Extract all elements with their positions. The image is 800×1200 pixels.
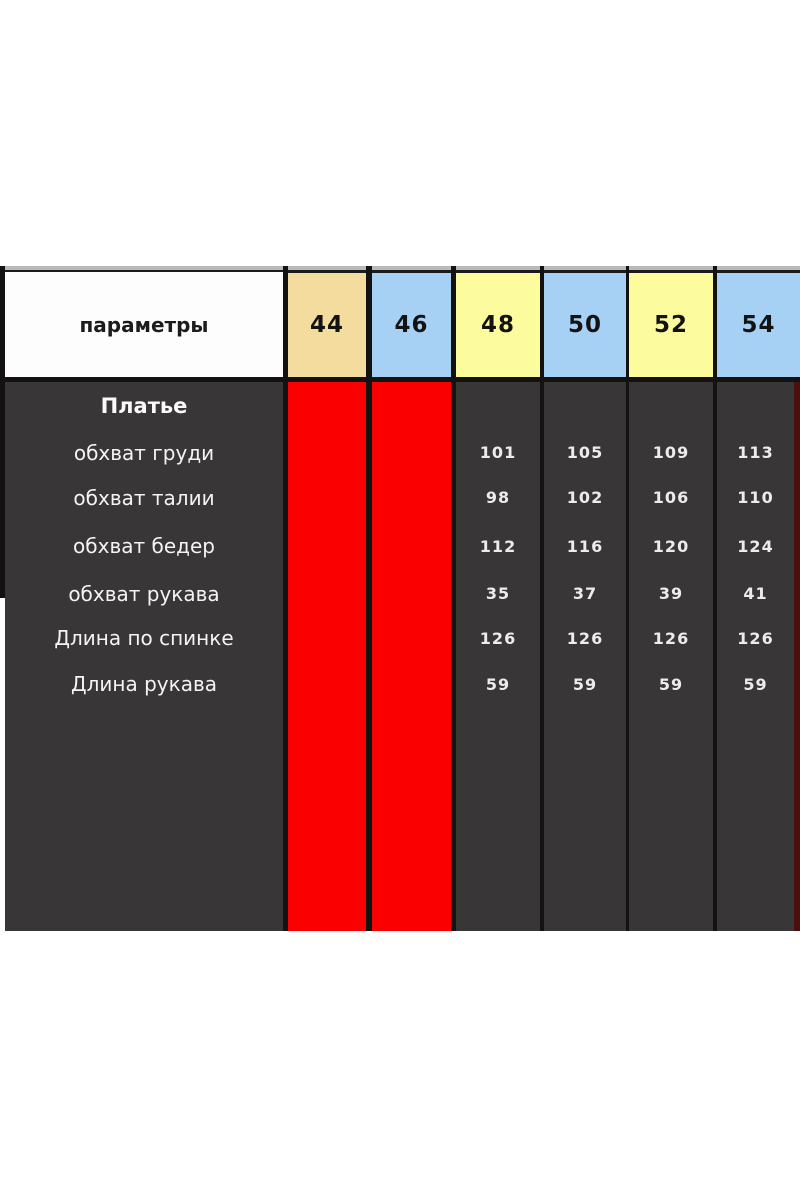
size-52-column-bg [629,382,713,931]
size-46-unavailable-fill [372,382,451,931]
row-label: обхват рукава [68,581,220,606]
parameters-column-bg [5,382,283,931]
row-label: Длина по спинке [54,626,234,650]
header-cell-size-50: 50 [544,270,626,377]
value-cell: 110 [737,488,774,507]
size-label: 46 [394,312,429,338]
size-label: 50 [567,312,602,338]
value-cell: 105 [566,443,604,462]
size-48-column-bg [456,382,540,931]
column-separator [713,382,717,931]
column-separator [626,266,629,377]
value-cell: 59 [658,674,684,694]
value-cell: 113 [737,443,774,462]
value-cell: 112 [479,536,517,556]
value-cell: 39 [658,584,684,603]
size-44-unavailable-fill [288,382,366,931]
value-cell: 59 [485,674,511,694]
header-cell-size-48: 48 [456,270,540,377]
value-cell: 124 [737,536,774,556]
value-cell: 116 [566,536,604,556]
parameters-label: параметры [79,312,209,337]
row-label: обхват бедер [73,534,215,558]
value-cell: 126 [652,628,690,648]
row-label: обхват талии [73,485,215,510]
row-label: Длина рукава [70,672,217,696]
table-body: Платье обхват груди обхват талии обхват … [0,382,800,931]
value-cell: 120 [652,536,690,556]
size-label: 52 [653,312,688,338]
size-label: 48 [480,312,515,338]
column-separator [626,382,629,931]
column-separator [366,382,372,931]
column-separator [283,382,288,931]
value-cell: 59 [572,674,598,694]
value-cell: 126 [566,628,604,648]
value-cell: 98 [485,488,511,507]
value-cell: 35 [485,584,511,603]
header-cell-size-44: 44 [288,270,366,377]
size-label: 44 [309,312,344,338]
header-bottom-border [0,377,800,382]
value-cell: 41 [743,584,768,603]
product-title: Платье [100,394,188,418]
left-edge-dark-strip [0,382,5,598]
value-cell: 126 [479,628,517,648]
column-separator [366,266,372,377]
header-cell-size-54: 54 [717,270,800,377]
right-edge-strip [794,382,800,931]
table-header: параметры 44 46 48 50 52 54 [0,266,800,382]
header-cell-size-52: 52 [629,270,713,377]
size-54-column-bg [717,382,794,931]
column-separator [283,266,288,377]
value-cell: 101 [479,443,517,462]
header-top-line [0,266,800,270]
value-cell: 37 [572,584,598,603]
column-separator [451,266,456,377]
value-cell: 59 [743,674,768,694]
value-cell: 109 [652,443,690,462]
column-separator [540,382,544,931]
header-cell-size-46: 46 [372,270,451,377]
value-cell: 106 [652,488,690,507]
size-50-column-bg [544,382,626,931]
value-cell: 126 [737,628,774,648]
header-left-border [0,266,5,382]
value-cell: 102 [566,488,604,507]
column-separator [540,266,544,377]
size-label: 54 [741,312,776,338]
left-edge-white-strip [0,598,5,931]
header-cell-parameters: параметры [5,270,283,377]
column-separator [451,382,456,931]
row-label: обхват груди [73,440,215,465]
column-separator [713,266,717,377]
